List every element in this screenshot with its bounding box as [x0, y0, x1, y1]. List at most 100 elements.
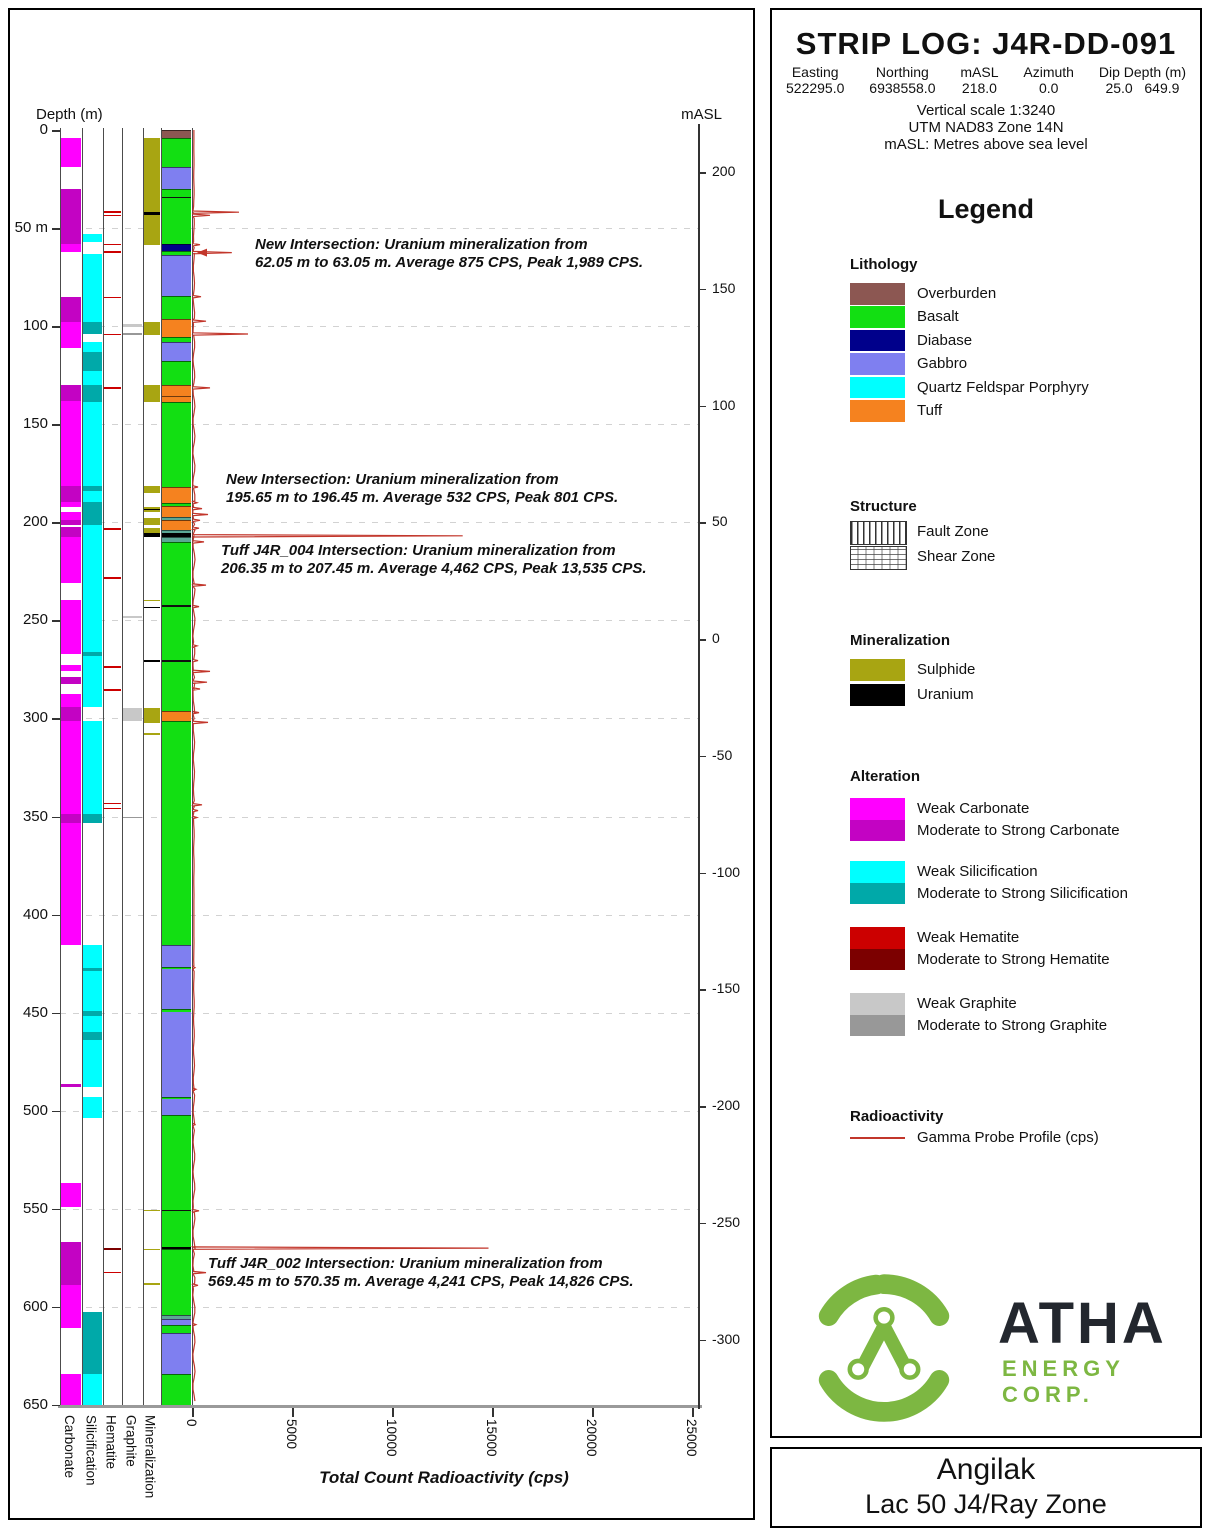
- logo-sub-text: ENERGY CORP.: [1002, 1356, 1125, 1407]
- depth-tick-label: 600: [22, 1297, 48, 1315]
- depth-gridline: [60, 620, 698, 622]
- meta-masl: mASL 218.0: [960, 64, 999, 96]
- masl-tick: [698, 522, 706, 524]
- graphite-interval: [123, 333, 142, 335]
- annotation-line: Tuff J4R_002 Intersection: Uranium miner…: [208, 1255, 603, 1272]
- lithology-interval: [161, 295, 191, 321]
- hematite-track: [103, 128, 122, 1405]
- lithology-interval: [161, 1318, 191, 1326]
- lithology-interval: [161, 361, 191, 386]
- depth-gridline: [60, 1110, 698, 1112]
- masl-tick: [698, 405, 706, 408]
- lithology-interval: [161, 254, 191, 297]
- track-border: [82, 128, 83, 1405]
- hematite-interval: [104, 214, 121, 217]
- lithology-swatch: [850, 400, 905, 422]
- carbonate-interval: [61, 501, 81, 507]
- carbonate-interval: [61, 1285, 81, 1329]
- mineralization-interval: [143, 660, 160, 662]
- alteration-weak-label: Weak Graphite: [917, 995, 1017, 1012]
- lithology-interval: [161, 486, 191, 504]
- graphite-interval: [123, 616, 142, 618]
- lithology-interval: [161, 533, 191, 538]
- lithology-interval: [161, 196, 191, 199]
- hematite-interval: [104, 296, 121, 299]
- masl-tick-label: 150: [712, 279, 736, 296]
- lithology-swatch: [850, 376, 905, 399]
- meta-northing: Northing 6938558.0: [869, 64, 936, 96]
- lithology-interval: [161, 137, 191, 169]
- track-label-carbonate: Carbonate: [62, 1415, 77, 1479]
- alteration-heading: Alteration: [850, 768, 921, 785]
- masl-tick: [698, 1222, 706, 1225]
- graphite-interval: [123, 816, 142, 819]
- depth-tick: [52, 1306, 60, 1309]
- masl-tick: [698, 872, 706, 875]
- carbonate-interval: [61, 1084, 81, 1088]
- legend-title: Legend: [937, 194, 1034, 224]
- silicification-interval: [83, 651, 102, 656]
- mineralization-track: [142, 128, 161, 1405]
- depth-tick: [52, 914, 60, 917]
- structure-label: Shear Zone: [917, 548, 996, 565]
- depth-tick: [52, 1208, 60, 1211]
- masl-tick: [698, 172, 706, 174]
- intersection-annotation: Tuff J4R_004 Intersection: Uranium miner…: [221, 542, 647, 578]
- atha-logo: ATHA ENERGY CORP.: [802, 1272, 1182, 1432]
- gamma-tick: [292, 1408, 294, 1417]
- depth-tick-label: 450: [22, 1003, 48, 1021]
- masl-tick-label: 0: [712, 630, 720, 647]
- lithology-interval: [161, 1009, 191, 1012]
- silicification-interval: [83, 401, 102, 486]
- masl-tick: [698, 288, 706, 291]
- silicification-interval: [83, 253, 102, 323]
- mineralization-interval: [143, 486, 160, 493]
- hematite-interval: [104, 802, 121, 805]
- mineralization-heading: Mineralization: [850, 632, 951, 649]
- lithology-interval: [161, 537, 191, 543]
- depth-tick: [52, 228, 60, 230]
- masl-tick: [698, 1106, 706, 1108]
- depth-tick: [52, 1404, 60, 1407]
- legend-panel: STRIP LOG: J4R-DD-091 Easting 522295.0 N…: [770, 8, 1202, 1438]
- intersection-annotation: Tuff J4R_002 Intersection: Uranium miner…: [208, 1255, 634, 1291]
- shear-zone-swatch: [850, 546, 907, 570]
- masl-definition-note: mASL: Metres above sea level: [884, 136, 1088, 153]
- vertical-scale-note: Vertical scale 1:3240: [916, 102, 1056, 119]
- alteration-strong-label: Moderate to Strong Silicification: [917, 884, 1128, 902]
- meta-azimuth: Azimuth 0.0: [1023, 64, 1074, 96]
- annotation-line: New Intersection: Uranium mineralization…: [226, 471, 559, 488]
- hematite-interval: [104, 211, 121, 213]
- masl-tick-label: -250: [712, 1213, 741, 1230]
- track-border: [192, 128, 193, 1405]
- lithology-interval: [161, 401, 191, 488]
- carbonate-interval: [61, 400, 81, 486]
- meta-easting: Easting 522295.0: [786, 64, 845, 96]
- silicification-interval: [83, 371, 102, 385]
- depth-tick-label: 0: [39, 121, 48, 138]
- lithology-label: Quartz Feldspar Porphyry: [917, 378, 1089, 396]
- carbonate-interval: [61, 296, 81, 323]
- depth-axis-label: Depth (m): [36, 106, 103, 123]
- gamma-tick: [192, 1408, 194, 1417]
- carbonate-interval: [61, 527, 81, 537]
- depth-tick: [52, 130, 60, 132]
- masl-tick-label: 50: [712, 513, 728, 530]
- lithology-interval: [161, 541, 191, 713]
- lithology-interval: [161, 1096, 191, 1100]
- alteration-weak-swatch: [850, 927, 905, 949]
- masl-tick-label: -200: [712, 1097, 741, 1114]
- masl-axis-line: [698, 124, 700, 1409]
- lithology-swatch: [850, 306, 905, 328]
- lithology-interval: [161, 250, 191, 256]
- hematite-interval: [104, 243, 121, 246]
- depth-tick-label: 500: [22, 1101, 48, 1119]
- silicification-interval: [83, 501, 102, 526]
- structure-heading: Structure: [850, 498, 917, 515]
- mineralization-swatch: [850, 684, 905, 706]
- gamma-tick-label: 5000: [284, 1419, 299, 1450]
- masl-axis-label: mASL: [681, 106, 722, 123]
- hematite-interval: [104, 528, 121, 530]
- masl-tick-label: -50: [712, 746, 733, 763]
- lithology-interval: [161, 130, 191, 139]
